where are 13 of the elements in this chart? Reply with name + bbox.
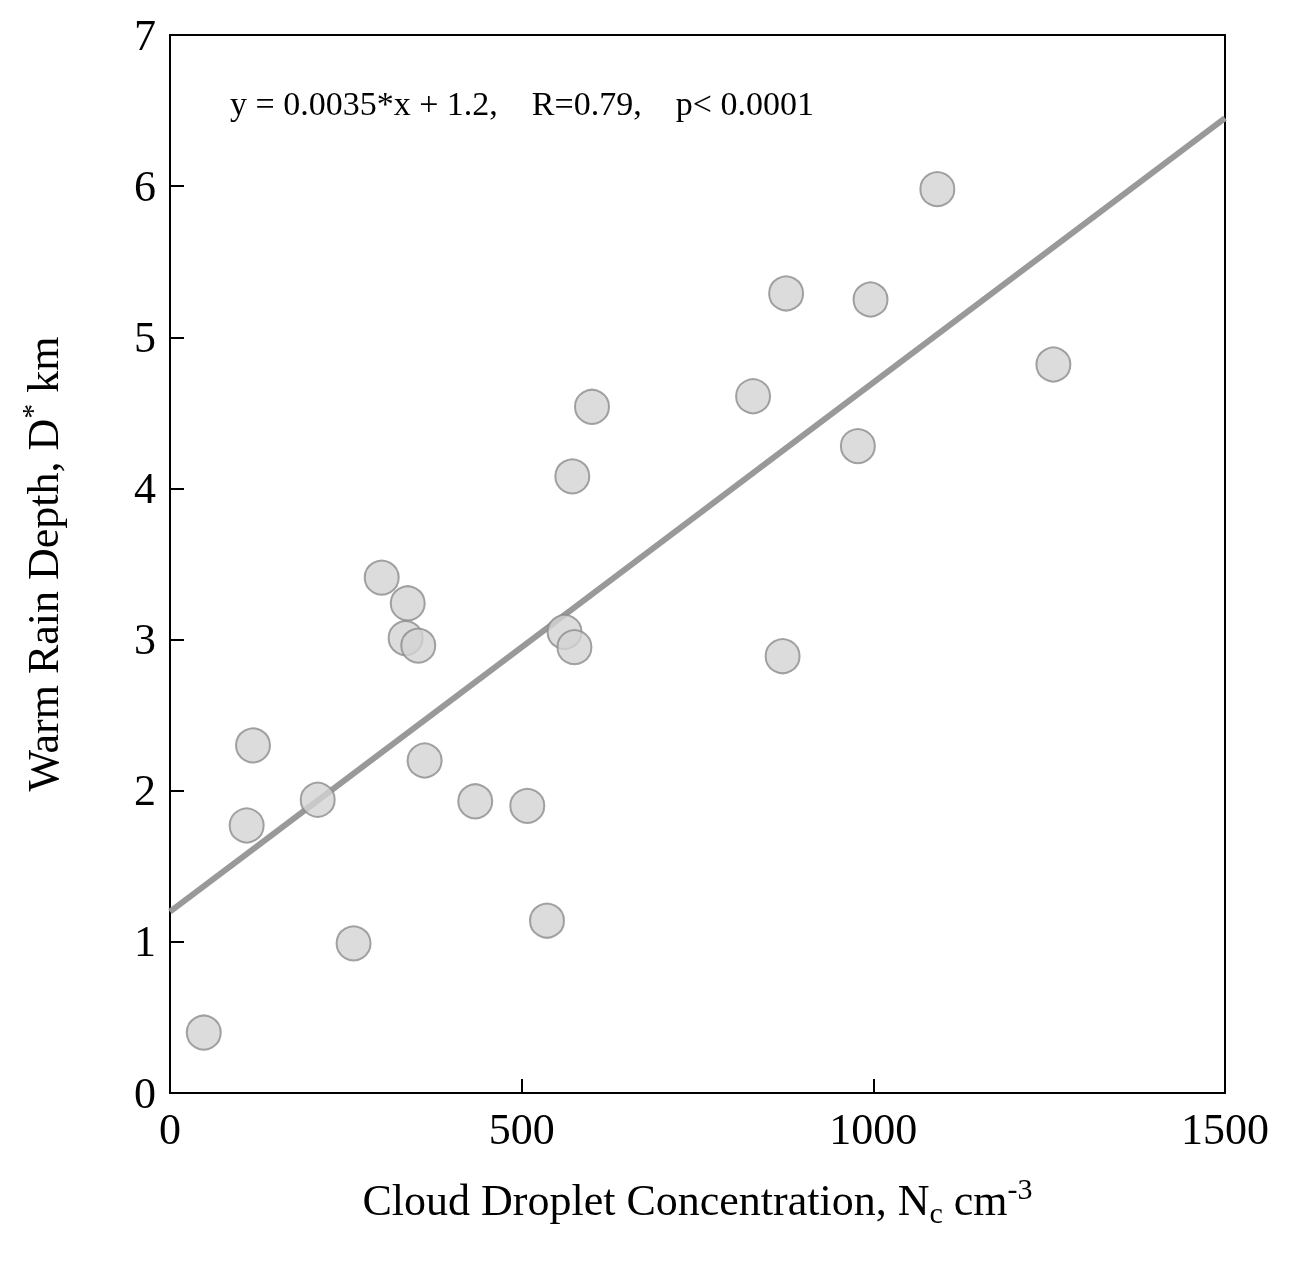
y-tick-label: 0 (134, 1068, 156, 1118)
y-tick-label: 1 (134, 917, 156, 967)
y-tick-label: 6 (134, 161, 156, 211)
y-tick-label: 2 (134, 766, 156, 816)
x-tick-label: 1500 (1181, 1104, 1269, 1154)
y-axis-title: Warm Rain Depth, D* km (14, 336, 68, 792)
x-tick-label: 500 (488, 1104, 555, 1154)
y-tick-label: 7 (134, 10, 156, 60)
y-tick-label: 4 (134, 463, 156, 513)
y-tick-label: 3 (134, 615, 156, 665)
annotation: y = 0.0035*x + 1.2, R=0.79, p< 0.0001 (230, 84, 814, 122)
x-tick-label: 1000 (829, 1104, 918, 1154)
y-tick-label: 5 (134, 312, 156, 362)
